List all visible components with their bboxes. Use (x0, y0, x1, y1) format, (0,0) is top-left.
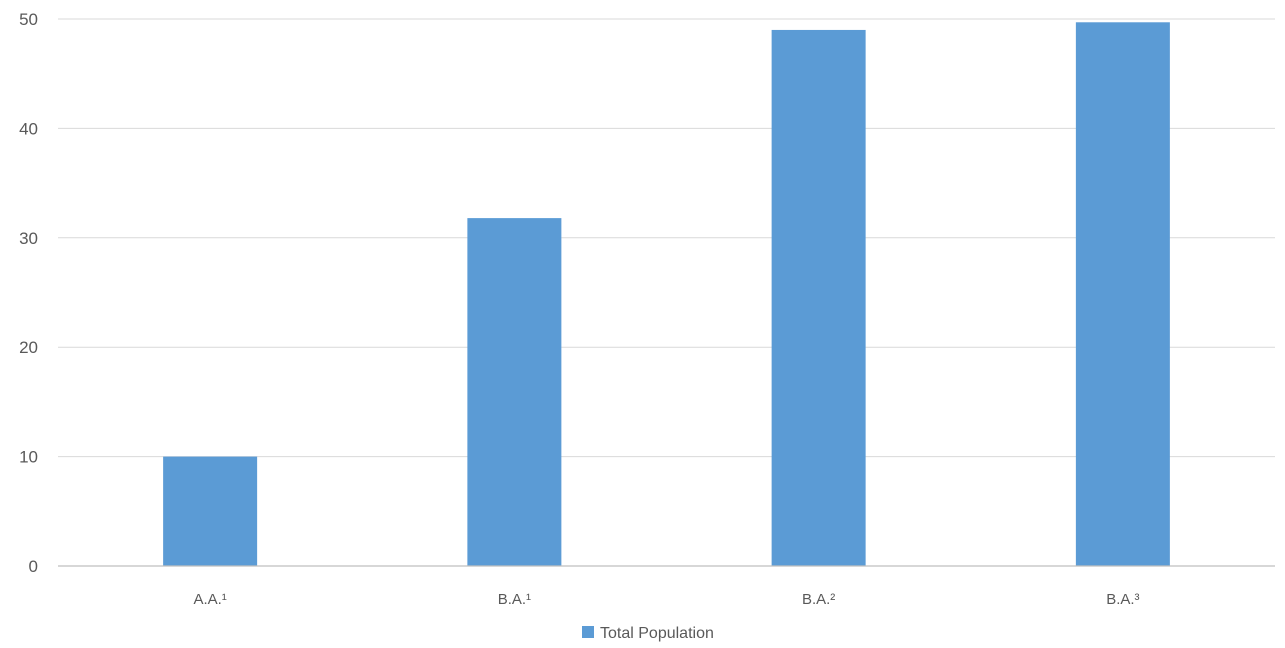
y-tick-label: 20 (19, 338, 38, 357)
bar (467, 218, 562, 566)
y-tick-label: 10 (19, 448, 38, 467)
y-tick-label: 30 (19, 229, 38, 248)
bars (163, 22, 1170, 567)
legend: Total Population (582, 625, 714, 642)
gridlines (58, 18, 1275, 458)
x-tick-label: B.A.² (802, 591, 835, 608)
axis-labels: 0 10 20 30 40 50 A.A.¹ B.A.¹ B.A.² B.A.³ (19, 10, 1139, 608)
y-tick-label: 0 (29, 557, 38, 576)
legend-swatch (582, 626, 594, 638)
bar (1075, 22, 1170, 567)
legend-label: Total Population (600, 625, 714, 642)
x-tick-label: B.A.³ (1106, 591, 1139, 608)
y-tick-label: 50 (19, 10, 38, 29)
bar (163, 456, 258, 566)
x-tick-label: B.A.¹ (498, 591, 531, 608)
y-tick-label: 40 (19, 119, 38, 138)
bar (771, 29, 866, 566)
x-tick-label: A.A.¹ (193, 591, 226, 608)
